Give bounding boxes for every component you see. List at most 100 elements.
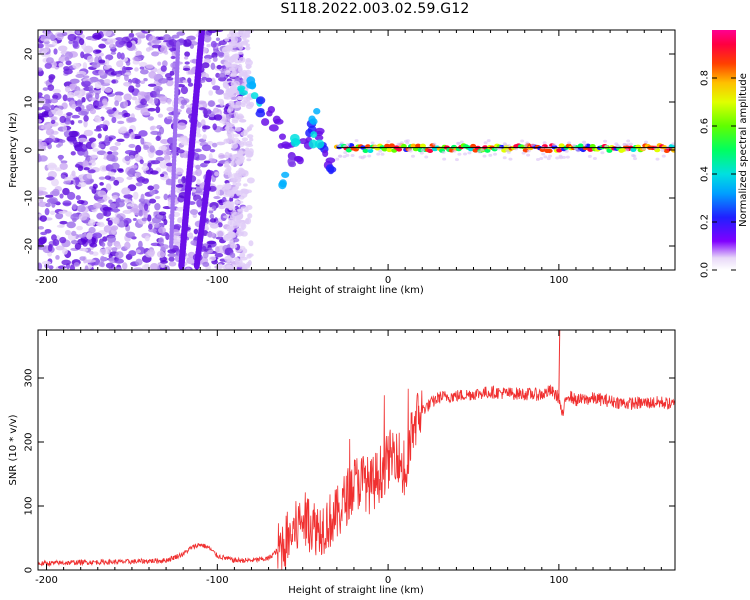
noise-blob [233, 173, 240, 179]
noise-blob [247, 213, 253, 219]
noise-blob [240, 206, 249, 210]
noise-blob [208, 90, 214, 96]
noise-blob [72, 40, 79, 49]
noise-blob [124, 241, 131, 250]
noise-blob [106, 154, 116, 162]
noise-blob [92, 232, 103, 239]
noise-blob [62, 94, 68, 102]
noise-blob [248, 101, 255, 108]
cluster-blob [278, 180, 287, 190]
noise-blob [118, 111, 123, 115]
noise-blob [38, 113, 48, 118]
noise-blob [224, 151, 230, 159]
noise-blob [98, 59, 106, 64]
noise-blob [155, 149, 164, 156]
noise-blob [53, 48, 58, 55]
noise-blob [232, 133, 240, 138]
noise-blob [114, 91, 124, 96]
noise-blob [229, 63, 237, 68]
noise-blob [44, 208, 50, 216]
noise-blob [58, 210, 67, 215]
noise-blob [58, 154, 63, 161]
noise-blob [245, 57, 252, 63]
noise-blob [97, 198, 105, 203]
noise-blob [91, 142, 97, 149]
noise-blob [236, 208, 244, 212]
noise-blob [45, 31, 54, 40]
noise-blob [187, 82, 194, 87]
band-halo [419, 151, 424, 155]
band-halo [370, 141, 375, 145]
noise-blob [186, 256, 195, 265]
noise-blob [139, 159, 144, 165]
noise-blob [70, 213, 80, 221]
noise-blob [38, 107, 44, 111]
noise-blob [139, 66, 145, 70]
band-halo [343, 144, 348, 148]
noise-blob [96, 150, 107, 156]
band-halo [345, 153, 350, 157]
noise-blob [52, 39, 58, 47]
noise-blob [248, 148, 254, 155]
noise-blob [73, 90, 83, 97]
noise-blob [93, 116, 102, 123]
noise-blob [76, 205, 86, 213]
noise-blob [222, 121, 231, 126]
noise-blob [229, 30, 237, 35]
noise-blob [229, 196, 234, 203]
noise-blob [57, 45, 68, 52]
band-halo [380, 152, 385, 156]
noise-blob [230, 96, 238, 101]
noise-blob [98, 123, 106, 129]
noise-blob [230, 81, 237, 87]
noise-blob [135, 144, 142, 153]
cluster-blob [325, 157, 336, 164]
noise-blob [144, 251, 155, 258]
noise-blob [142, 209, 147, 216]
y-tick-label: 10 [24, 96, 35, 109]
noise-blob [109, 39, 114, 48]
noise-blob [172, 231, 182, 237]
noise-blob [232, 186, 239, 191]
noise-blob [231, 119, 239, 124]
noise-blob [104, 134, 110, 143]
noise-blob [185, 267, 191, 270]
noise-blob [138, 209, 144, 217]
snr-spike [558, 330, 561, 398]
noise-blob [148, 71, 157, 79]
noise-blob [224, 37, 230, 42]
noise-blob [152, 39, 162, 44]
band-halo [541, 152, 546, 156]
noise-blob [203, 35, 212, 43]
noise-blob [149, 189, 156, 196]
noise-blob [108, 199, 113, 204]
noise-blob [213, 114, 223, 121]
noise-blob [215, 184, 224, 190]
noise-blob [196, 100, 207, 105]
cluster-blob [281, 171, 290, 179]
noise-blob [217, 230, 224, 238]
snr-frame [37, 329, 676, 571]
noise-blob [120, 52, 125, 60]
noise-blob [88, 226, 96, 234]
noise-blob [147, 162, 152, 168]
noise-blob [184, 56, 189, 60]
noise-blob [134, 172, 142, 177]
noise-blob [180, 105, 185, 109]
x-tick-label: -200 [35, 275, 58, 286]
noise-blob [147, 116, 154, 121]
band-halo [493, 152, 498, 156]
noise-blob [225, 124, 230, 132]
noise-blob [167, 253, 177, 258]
noise-blob [70, 151, 76, 156]
spectral-scatter [38, 30, 675, 270]
noise-blob [78, 110, 89, 116]
noise-blob [51, 178, 59, 187]
noise-blob [50, 116, 58, 121]
noise-blob [103, 78, 111, 84]
noise-blob [94, 81, 102, 90]
band-halo [562, 155, 567, 159]
noise-blob [243, 190, 250, 194]
noise-blob [105, 106, 113, 111]
band-halo [346, 143, 351, 147]
